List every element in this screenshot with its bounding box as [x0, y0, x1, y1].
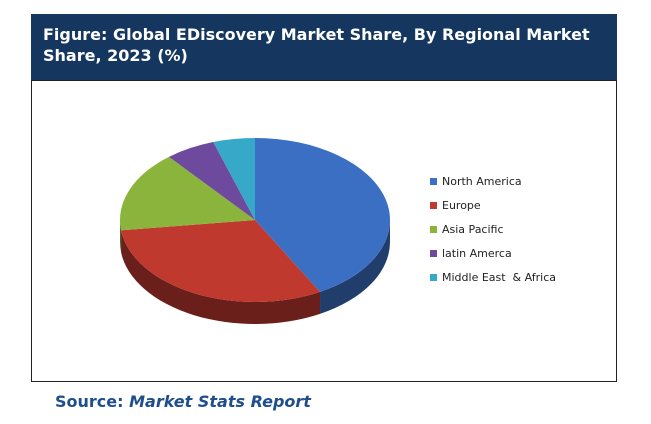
pie-slice-latin-amerca	[168, 142, 255, 220]
legend-item: North America	[430, 169, 590, 193]
chart-area: North America Europe Asia Pacific latin Ame…	[31, 80, 617, 382]
figure-title-bar: Figure: Global EDiscovery Market Share, …	[31, 14, 617, 80]
legend-label: North America	[442, 174, 522, 188]
legend-item: Europe	[430, 193, 590, 217]
legend-label: Europe	[442, 198, 481, 212]
pie-slice-europe	[121, 220, 321, 302]
pie-slice-asia-pacific	[119, 156, 255, 231]
pie-side-asia-pacific	[120, 220, 122, 253]
figure-title: Figure: Global EDiscovery Market Share, …	[43, 25, 590, 65]
legend-item: Asia Pacific	[430, 217, 590, 241]
pie-slice-north-america	[255, 138, 390, 292]
legend-swatch	[430, 225, 437, 233]
legend-label: latin Amerca	[442, 246, 512, 260]
chart-legend: North America Europe Asia Pacific latin Ame…	[430, 169, 590, 289]
pie-side-europe	[121, 230, 321, 324]
pie-slice-middle-east-africa	[213, 138, 255, 220]
source-label: Source:	[55, 392, 124, 411]
legend-label: Asia Pacific	[442, 222, 504, 236]
pie-chart	[119, 138, 390, 324]
legend-swatch	[430, 273, 437, 281]
source-line: Source: Market Stats Report	[55, 392, 311, 411]
source-name: Market Stats Report	[129, 392, 311, 411]
legend-item: Middle East & Africa	[430, 265, 590, 289]
legend-swatch	[430, 249, 437, 257]
legend-label: Middle East & Africa	[442, 270, 557, 284]
legend-swatch	[430, 177, 437, 185]
legend-item: latin Amerca	[430, 241, 590, 265]
pie-side-north-america	[320, 220, 390, 314]
legend-swatch	[430, 201, 437, 209]
